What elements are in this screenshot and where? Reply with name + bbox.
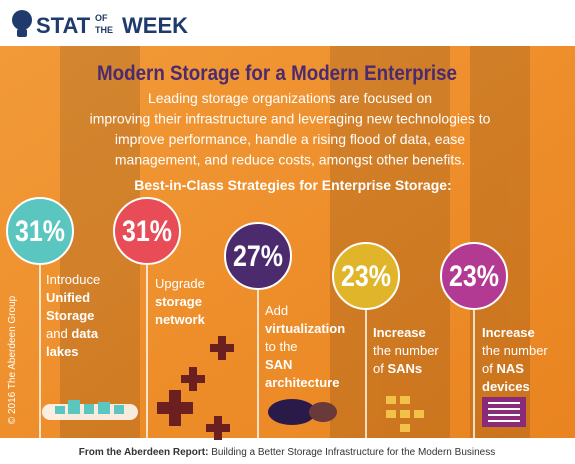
stat-value: 23% <box>449 260 499 293</box>
copyright: © 2016 The Aberdeen Group <box>7 295 18 424</box>
logo: STAT OF THE WEEK <box>12 10 188 38</box>
footer-report: Building a Better Storage Infrastructure… <box>211 447 495 458</box>
intro-line: management, and reduce costs, amongst ot… <box>115 152 465 168</box>
item-label: of NAS <box>482 361 524 376</box>
item-label: Introduce <box>46 272 100 287</box>
stat-circle <box>6 197 74 265</box>
label-run: Introduce <box>46 272 100 287</box>
item-label: the number <box>373 343 439 358</box>
item-label: network <box>155 312 206 327</box>
item-label: virtualization <box>265 321 345 336</box>
stat-circle <box>113 197 181 265</box>
server-texture <box>60 46 530 438</box>
icons <box>42 336 526 440</box>
label-run: Storage <box>46 308 94 323</box>
label-run: Add <box>265 303 288 318</box>
stat-circle <box>332 242 400 310</box>
item-label: architecture <box>265 375 339 390</box>
stat-value: 27% <box>233 240 283 273</box>
item-label: and data <box>46 326 99 341</box>
label-run: virtualization <box>265 321 345 336</box>
label-run: to the <box>265 339 298 354</box>
title: Modern Storage for a Modern Enterprise <box>97 62 457 85</box>
item-label: SAN <box>265 357 292 372</box>
label-run: Increase <box>373 325 426 340</box>
item-label: of SANs <box>373 361 422 376</box>
intro-line: improve performance, handle a rising flo… <box>115 131 465 147</box>
item-label: Add <box>265 303 288 318</box>
stat-value: 23% <box>341 260 391 293</box>
label-run: Upgrade <box>155 276 205 291</box>
item-label: Storage <box>46 308 94 323</box>
label-run: SANs <box>387 361 422 376</box>
stat-circle <box>440 242 508 310</box>
stat-circle <box>224 222 292 290</box>
item-label: storage <box>155 294 202 309</box>
intro-line: improving their infrastructure and lever… <box>90 111 491 127</box>
label-run: Increase <box>482 325 535 340</box>
label-run: NAS <box>496 361 524 376</box>
label-run: storage <box>155 294 202 309</box>
logo-week: WEEK <box>122 13 188 38</box>
item-label: Upgrade <box>155 276 205 291</box>
item-label: devices <box>482 379 530 394</box>
stat-value: 31% <box>15 215 65 248</box>
intro-line: Leading storage organizations are focuse… <box>148 90 432 106</box>
logo-of: OF <box>95 13 108 23</box>
item-label: Unified <box>46 290 90 305</box>
label-run: devices <box>482 379 530 394</box>
label-run: of <box>482 361 496 376</box>
label-run: of <box>373 361 387 376</box>
label-run: and <box>46 326 71 341</box>
label-run: network <box>155 312 206 327</box>
subtitle: Best-in-Class Strategies for Enterprise … <box>134 177 451 193</box>
logo-stat: STAT <box>36 13 91 38</box>
item-label: to the <box>265 339 298 354</box>
item-label: the number <box>482 343 548 358</box>
footer: From the Aberdeen Report: Building a Bet… <box>79 447 495 458</box>
label-run: Unified <box>46 290 90 305</box>
item-label: Increase <box>482 325 535 340</box>
label-run: data <box>71 326 99 341</box>
label-run: lakes <box>46 344 79 359</box>
label-run: the number <box>482 343 548 358</box>
logo-the: THE <box>95 25 113 35</box>
footer-source: From the Aberdeen Report: <box>79 447 209 458</box>
item-label: lakes <box>46 344 79 359</box>
stat-value: 31% <box>122 215 172 248</box>
label-run: SAN <box>265 357 292 372</box>
item-label: Increase <box>373 325 426 340</box>
label-run: the number <box>373 343 439 358</box>
label-run: architecture <box>265 375 339 390</box>
